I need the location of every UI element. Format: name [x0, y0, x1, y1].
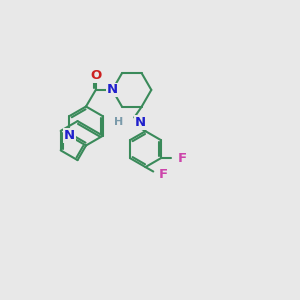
Text: H: H — [114, 117, 123, 128]
Text: F: F — [159, 168, 168, 181]
Text: O: O — [90, 69, 101, 82]
Text: N: N — [135, 116, 146, 129]
Text: N: N — [64, 129, 75, 142]
Text: F: F — [177, 152, 186, 165]
Text: N: N — [107, 83, 118, 96]
